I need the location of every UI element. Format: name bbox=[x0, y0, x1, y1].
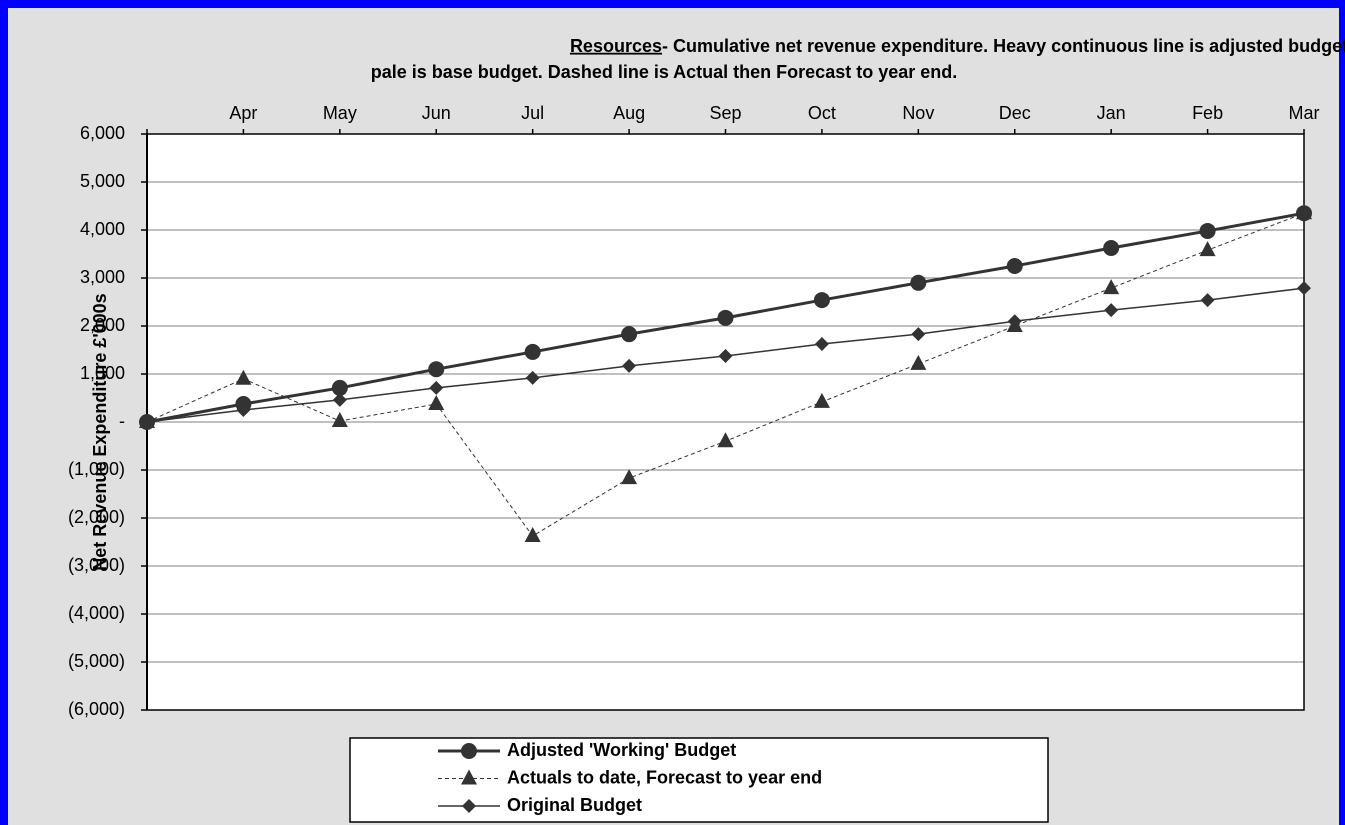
data-point bbox=[621, 469, 638, 485]
data-point bbox=[814, 337, 829, 351]
data-point bbox=[235, 369, 252, 385]
y-tick-label: (3,000) bbox=[68, 555, 125, 575]
y-axis-label: Net Revenue Expenditure £'000s bbox=[90, 293, 110, 570]
data-point bbox=[236, 403, 251, 417]
y-tick-label: 2,000 bbox=[80, 315, 125, 335]
x-tick-label: Jan bbox=[1097, 103, 1126, 123]
data-point bbox=[140, 415, 154, 429]
y-tick-label: 6,000 bbox=[80, 123, 125, 143]
data-point bbox=[1103, 240, 1120, 256]
data-point bbox=[621, 326, 638, 343]
data-point bbox=[911, 327, 926, 342]
y-tick-label: (2,000) bbox=[68, 507, 125, 527]
y-tick-label: 3,000 bbox=[80, 267, 125, 287]
data-point bbox=[428, 361, 445, 378]
y-tick-label: (5,000) bbox=[68, 651, 125, 671]
data-point bbox=[1104, 303, 1119, 318]
data-point bbox=[1103, 279, 1120, 295]
x-tick-label: Nov bbox=[902, 103, 934, 123]
data-point bbox=[622, 358, 637, 373]
data-point bbox=[331, 379, 348, 396]
legend-marker bbox=[461, 769, 477, 785]
x-tick-label: Sep bbox=[709, 103, 741, 123]
data-point bbox=[1296, 204, 1312, 220]
x-tick-label: Jun bbox=[422, 103, 451, 123]
x-tick-label: Oct bbox=[808, 103, 836, 123]
legend-marker bbox=[462, 799, 476, 813]
y-tick-label: (6,000) bbox=[68, 699, 125, 719]
data-point bbox=[1199, 241, 1216, 257]
data-point bbox=[525, 370, 540, 385]
data-point bbox=[524, 343, 541, 360]
data-point bbox=[1297, 281, 1311, 296]
data-point bbox=[331, 412, 348, 428]
title-emphasis: Resources bbox=[570, 36, 662, 56]
y-tick-label: 1,000 bbox=[80, 363, 125, 383]
data-point bbox=[1199, 222, 1216, 239]
data-point bbox=[524, 527, 541, 542]
y-tick-label: 4,000 bbox=[80, 219, 125, 239]
y-tick-label: (1,000) bbox=[68, 459, 125, 479]
x-tick-label: Dec bbox=[999, 103, 1031, 123]
data-point bbox=[428, 395, 445, 410]
legend-label: Original Budget bbox=[507, 795, 642, 815]
y-tick-label: 5,000 bbox=[80, 171, 125, 191]
data-point bbox=[1007, 314, 1022, 329]
chart-subtitle: pale is base budget. Dashed line is Actu… bbox=[371, 62, 958, 82]
x-tick-label: May bbox=[323, 103, 357, 123]
data-point bbox=[910, 274, 927, 291]
data-point bbox=[717, 309, 734, 326]
x-tick-label: Apr bbox=[229, 103, 257, 123]
legend-label: Actuals to date, Forecast to year end bbox=[507, 767, 822, 787]
x-tick-label: Feb bbox=[1192, 103, 1223, 123]
data-point bbox=[332, 392, 347, 407]
data-point bbox=[717, 432, 734, 448]
data-point bbox=[910, 354, 927, 370]
data-point bbox=[813, 292, 830, 309]
data-point bbox=[813, 392, 830, 408]
x-tick-label: Jul bbox=[521, 103, 544, 123]
y-tick-label: (4,000) bbox=[68, 603, 125, 623]
legend-label: Adjusted 'Working' Budget bbox=[507, 740, 736, 760]
data-point bbox=[429, 380, 444, 395]
y-tick-label: - bbox=[119, 411, 125, 431]
data-point bbox=[1200, 293, 1215, 308]
x-tick-label: Aug bbox=[613, 103, 645, 123]
legend-marker bbox=[461, 743, 477, 759]
chart-title: - Cumulative net revenue expenditure. He… bbox=[662, 36, 1345, 56]
data-point bbox=[718, 349, 733, 363]
x-tick-label: Mar bbox=[1289, 103, 1320, 123]
data-point bbox=[1006, 258, 1023, 274]
